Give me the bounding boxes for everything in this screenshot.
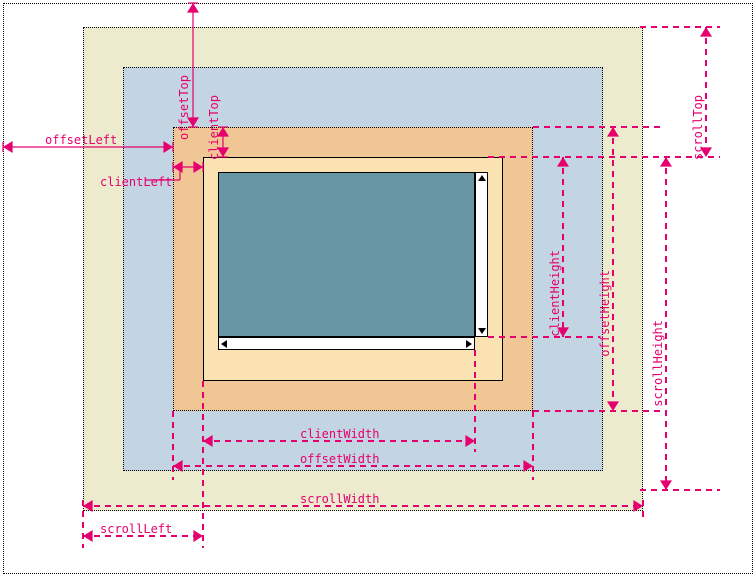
label-scrollLeft: scrollLeft	[100, 522, 172, 536]
diagram-root: offsetTop offsetLeft clientTop clientLef…	[0, 0, 756, 577]
content-box	[218, 172, 475, 337]
label-clientTop: clientTop	[207, 95, 221, 160]
scrollbar-down-icon[interactable]	[478, 328, 486, 334]
label-offsetWidth: offsetWidth	[300, 452, 379, 466]
label-scrollWidth: scrollWidth	[300, 492, 379, 506]
label-clientWidth: clientWidth	[300, 427, 379, 441]
label-scrollTop: scrollTop	[691, 95, 705, 160]
scrollbar-left-icon[interactable]	[221, 340, 227, 348]
scrollbar-right-icon[interactable]	[466, 340, 472, 348]
label-offsetTop: offsetTop	[177, 75, 191, 140]
horizontal-scrollbar[interactable]	[218, 337, 475, 350]
label-offsetLeft: offsetLeft	[45, 133, 117, 147]
label-clientLeft: clientLeft	[100, 175, 172, 189]
label-offsetHeight: offsetHeight	[598, 270, 612, 357]
scrollbar-up-icon[interactable]	[478, 175, 486, 181]
label-clientHeight: clientHeight	[548, 250, 562, 337]
label-scrollHeight: scrollHeight	[651, 320, 665, 407]
vertical-scrollbar[interactable]	[475, 172, 488, 337]
